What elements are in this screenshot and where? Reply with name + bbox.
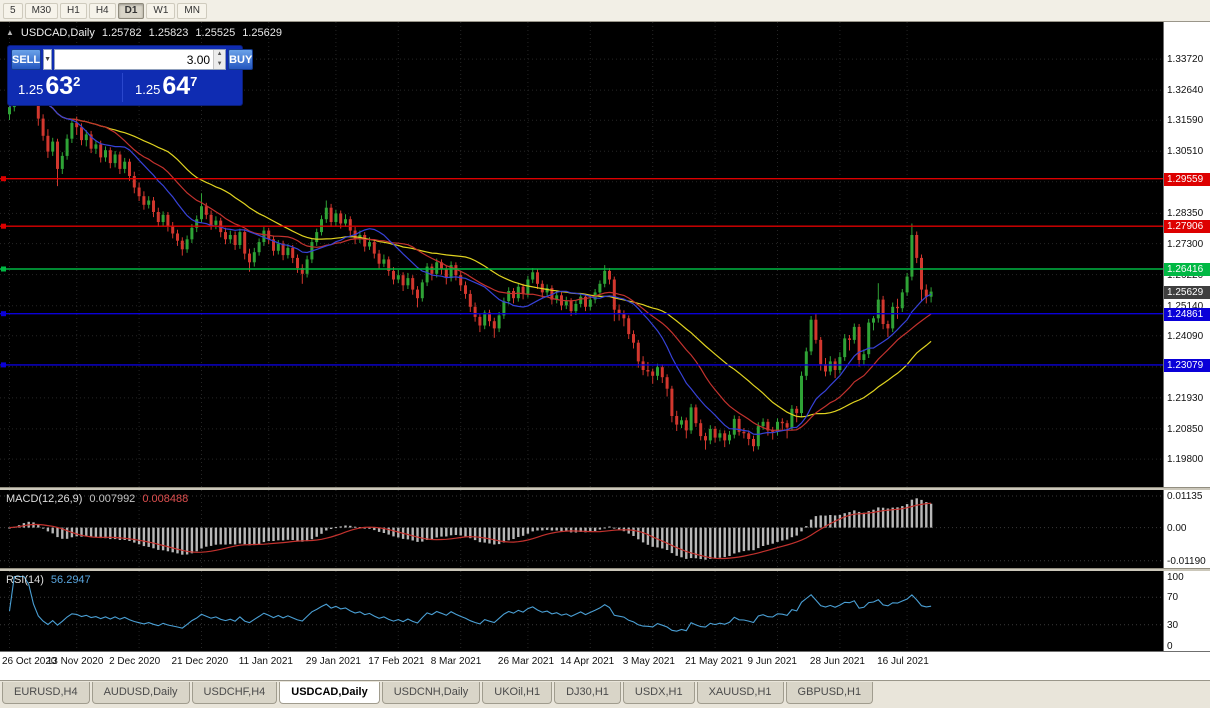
time-axis-label: 2 Dec 2020 [109, 656, 161, 667]
timeframe-button-m30[interactable]: M30 [24, 2, 59, 19]
current-price-badge: 1.25629 [1164, 285, 1210, 299]
lot-spin-down-icon[interactable]: ▼ [214, 59, 226, 69]
price-axis-label: 1.30510 [1167, 146, 1204, 158]
pane-splitter[interactable] [0, 487, 1210, 490]
macd-axis[interactable]: 0.01135 0.00 -0.01190 [1163, 490, 1210, 568]
rsi-indicator-name: RSI(14) [6, 574, 44, 586]
time-axis-label: 11 Jan 2021 [238, 656, 293, 667]
chart-tabs-bar: EURUSD,H4 AUDUSD,Daily USDCHF,H4 USDCAD,… [0, 680, 1210, 708]
tab-audusd-daily[interactable]: AUDUSD,Daily [91, 682, 190, 704]
time-axis-label: 28 Jun 2021 [809, 656, 865, 667]
macd-axis-label: -0.01190 [1167, 555, 1206, 567]
tab-usdcad-daily[interactable]: USDCAD,Daily [279, 682, 380, 704]
price-axis-label: 1.33720 [1167, 54, 1204, 66]
time-axis-label: 21 Dec 2020 [171, 656, 229, 667]
ask-price-sup: 7 [190, 74, 198, 89]
time-axis-label: 16 Jul 2021 [877, 656, 929, 667]
rsi-pane-canvas[interactable]: RSI(14) 56.2947 [0, 571, 1163, 651]
ohlc-close: 1.25629 [242, 27, 282, 39]
rsi-axis-label: 70 [1167, 592, 1179, 604]
tab-usdchf-h4[interactable]: USDCHF,H4 [191, 682, 278, 704]
macd-pane-header: MACD(12,26,9) 0.007992 0.008488 [6, 493, 188, 505]
time-axis-label: 21 May 2021 [685, 656, 743, 667]
price-axis-label: 1.27300 [1167, 238, 1204, 250]
hline-price-badge: 1.26416 [1164, 263, 1210, 276]
price-axis-label: 1.20850 [1167, 423, 1204, 435]
rsi-axis-label: 30 [1167, 619, 1179, 631]
ask-price-big: 64 [162, 72, 191, 100]
rsi-axis-label: 100 [1167, 571, 1184, 583]
chart-symbol-title: USDCAD,Daily [20, 27, 95, 39]
macd-signal-value: 0.008488 [142, 493, 189, 505]
macd-indicator-name: MACD(12,26,9) [6, 493, 83, 505]
macd-axis-label: 0.00 [1167, 522, 1187, 534]
timeframe-button-m5[interactable]: 5 [3, 2, 23, 19]
hline-price-badge: 1.27906 [1164, 220, 1210, 234]
hline-price-badge: 1.24861 [1164, 307, 1210, 321]
time-axis-label: 17 Feb 2021 [368, 656, 425, 667]
one-click-trading-panel: SELL ▼ ▲ ▼ BUY 1.25632 [7, 45, 254, 106]
pane-splitter[interactable] [0, 568, 1210, 571]
bid-price-display: 1.25632 [11, 73, 122, 102]
chevron-down-icon: ▼ [44, 56, 52, 63]
time-axis-label: 3 May 2021 [622, 656, 675, 667]
timeframe-button-d1[interactable]: D1 [117, 2, 145, 19]
timeframe-toolbar: 5 M30 H1 H4 D1 W1 MN [0, 0, 1210, 22]
sell-button[interactable]: SELL [11, 49, 42, 70]
macd-pane-canvas[interactable]: MACD(12,26,9) 0.007992 0.008488 [0, 490, 1163, 568]
timeframe-button-h4[interactable]: H4 [88, 2, 116, 19]
price-pane-canvas[interactable]: ▲ USDCAD,Daily 1.25782 1.25823 1.25525 1… [0, 22, 1163, 487]
lot-dropdown-button[interactable]: ▼ [43, 49, 53, 70]
macd-axis-label: 0.01135 [1167, 491, 1203, 502]
bid-price-big: 63 [45, 72, 74, 100]
price-axis-label: 1.19800 [1167, 454, 1204, 466]
ohlc-high: 1.25823 [148, 27, 189, 39]
timeframe-button-mn[interactable]: MN [177, 2, 207, 19]
time-axis-label: 26 Mar 2021 [497, 656, 555, 667]
time-axis-label: 13 Nov 2020 [46, 656, 104, 667]
timeframe-button-w1[interactable]: W1 [146, 2, 176, 19]
tab-gbpusd-h1[interactable]: GBPUSD,H1 [785, 682, 874, 704]
rsi-pane-header: RSI(14) 56.2947 [6, 574, 91, 586]
rsi-axis[interactable]: 100 70 30 0 [1163, 571, 1210, 651]
time-axis-label: 14 Apr 2021 [560, 656, 615, 667]
bid-price-sup: 2 [73, 74, 81, 89]
ohlc-low: 1.25525 [195, 27, 236, 39]
price-axis-label: 1.32640 [1167, 85, 1204, 97]
timeframe-button-h1[interactable]: H1 [60, 2, 87, 19]
lot-size-input[interactable] [55, 50, 214, 69]
price-axis[interactable]: 1.337201.326401.315901.305101.294501.283… [1163, 22, 1210, 487]
ask-price-display: 1.25647 [122, 73, 239, 102]
hline-price-badge: 1.23079 [1164, 358, 1210, 372]
rsi-axis-label: 0 [1167, 640, 1173, 652]
tab-usdcnh-daily[interactable]: USDCNH,Daily [381, 682, 481, 704]
ask-price-head: 1.25 [135, 82, 161, 97]
one-click-collapse-icon[interactable]: ▲ [6, 28, 14, 37]
time-axis-label: 26 Oct 2020 [2, 656, 57, 667]
time-axis-label: 9 Jun 2021 [747, 656, 798, 667]
lot-spin-up-icon[interactable]: ▲ [214, 50, 226, 60]
time-axis-label: 29 Jan 2021 [305, 656, 361, 667]
macd-main-value: 0.007992 [89, 493, 136, 505]
time-axis-label: 8 Mar 2021 [430, 656, 482, 667]
hline-price-badge: 1.29559 [1164, 172, 1210, 186]
rsi-value: 56.2947 [50, 574, 91, 586]
tab-dj30-h1[interactable]: DJ30,H1 [554, 682, 621, 704]
price-axis-label: 1.21930 [1167, 392, 1204, 404]
tab-eurusd-h4[interactable]: EURUSD,H4 [2, 682, 90, 704]
price-pane-header: ▲ USDCAD,Daily 1.25782 1.25823 1.25525 1… [6, 27, 282, 39]
tab-ukoil-h1[interactable]: UKOil,H1 [482, 682, 553, 704]
time-axis[interactable]: 26 Oct 2020 13 Nov 2020 2 Dec 2020 21 Dec 2… [0, 651, 1210, 680]
ohlc-open: 1.25782 [101, 27, 142, 39]
price-axis-label: 1.24090 [1167, 330, 1204, 342]
buy-button[interactable]: BUY [228, 49, 254, 70]
price-axis-label: 1.31590 [1167, 115, 1204, 127]
tab-usdx-h1[interactable]: USDX,H1 [622, 682, 695, 704]
price-axis-label: 1.28350 [1167, 208, 1204, 220]
tab-xauusd-h1[interactable]: XAUUSD,H1 [696, 682, 784, 704]
price-axis-label: 1.25140 [1167, 300, 1204, 312]
bid-price-head: 1.25 [18, 82, 44, 97]
